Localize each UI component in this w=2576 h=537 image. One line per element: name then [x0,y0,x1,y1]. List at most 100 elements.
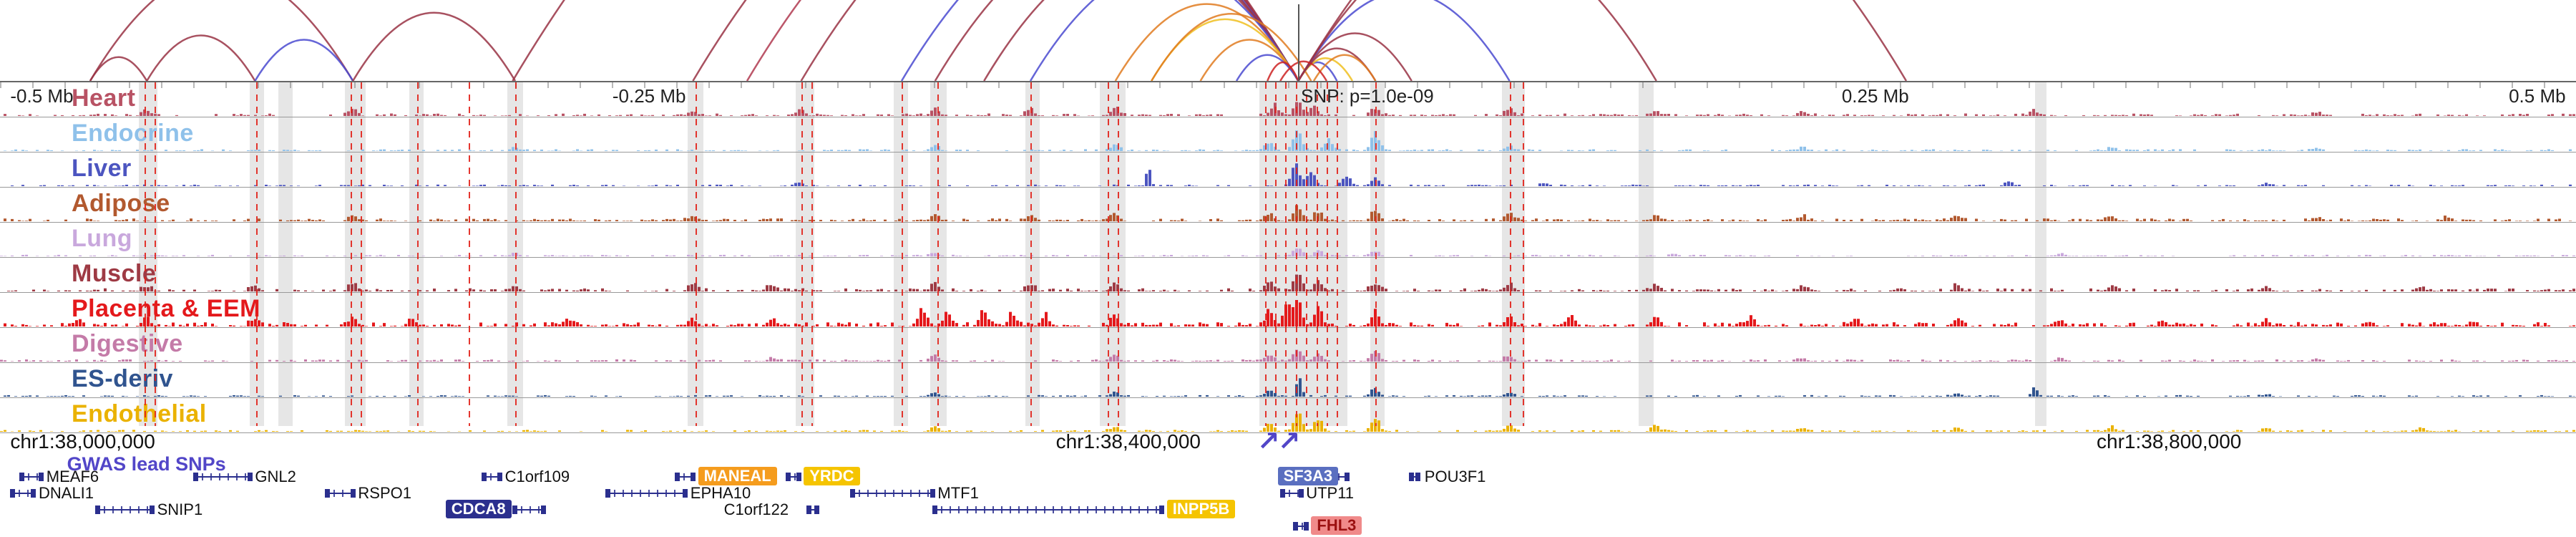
gene-meaf6[interactable]: MEAF6 [0,468,2576,485]
gene-strand-chevrons [193,473,253,480]
interaction-arc[interactable] [1297,0,1908,81]
interaction-arc[interactable] [89,0,354,81]
track-adipose[interactable]: Adipose [0,188,2576,223]
gene-exon [605,489,610,498]
gene-utp11[interactable]: UTP11 [0,484,2576,502]
gene-snip1[interactable]: SNIP1 [0,500,2576,518]
gene-strand-chevrons [95,506,155,513]
gene-exon [149,505,155,514]
interaction-arc[interactable] [1279,60,1328,81]
signal-liver[interactable] [0,153,2576,186]
interaction-arc[interactable] [1297,0,1511,81]
gene-sf3a3[interactable]: SF3A3 [0,467,2576,485]
coordinate-label-0: chr1:38,000,000 [10,430,155,453]
track-liver[interactable]: Liver [0,153,2576,188]
gene-body [1280,488,1304,498]
gene-exon [690,473,696,481]
gene-body [512,505,547,515]
track-es-deriv[interactable]: ES-deriv [0,363,2576,398]
track-label-muscle: Muscle [72,260,157,287]
signal-digestive[interactable] [0,329,2576,362]
coordinate-ruler[interactable] [0,81,2576,82]
gene-exon [1415,473,1421,481]
gene-label-maneal: MANEAL [698,467,777,485]
ruler-labels: -0.5 Mb -0.25 Mb SNP: p=1.0e-09 0.25 Mb 0.5 … [0,85,2576,108]
ruler-label-1: -0.25 Mb [612,85,686,107]
gene-exon [814,505,819,514]
coordinate-label-1: chr1:38,400,000 [1055,430,1201,453]
interaction-arc[interactable] [983,0,1299,81]
gene-inpp5b[interactable]: INPP5B [0,500,2576,518]
gene-rspo1[interactable]: RSPO1 [0,484,2576,502]
gene-strand-chevrons [932,506,1165,513]
gene-label-yrdc: YRDC [804,467,860,485]
interaction-arc[interactable] [352,11,517,81]
track-placenta-eem[interactable]: Placenta & EEM [0,293,2576,328]
signal-lung[interactable] [0,223,2576,256]
track-lung[interactable]: Lung [0,223,2576,258]
gene-dnali1[interactable]: DNALI1 [0,484,2576,502]
interaction-arc[interactable] [146,34,256,81]
gene-c1orf122[interactable]: C1orf122 [0,500,2576,518]
gene-exon [497,473,502,481]
gene-pou3f1[interactable]: POU3F1 [0,468,2576,485]
gene-fhl3[interactable]: FHL3 [0,516,2576,535]
signal-placenta-eem[interactable] [0,294,2576,326]
gene-c1orf109[interactable]: C1orf109 [0,468,2576,485]
track-endothelial[interactable]: Endothelial [0,398,2576,433]
gene-epha10[interactable]: EPHA10 [0,484,2576,502]
signal-muscle[interactable] [0,258,2576,291]
gene-body [1409,472,1421,482]
gene-exon [1298,489,1304,498]
gene-exon [324,489,330,498]
gene-exon [1345,473,1350,481]
interaction-arc[interactable] [746,0,1299,81]
interaction-arc[interactable] [1297,0,1657,81]
track-label-heart: Heart [72,84,136,112]
ruler-ticks [0,82,2576,88]
gene-exon [350,489,356,498]
gene-mtf1[interactable]: MTF1 [0,484,2576,502]
interaction-arc[interactable] [254,39,354,81]
signal-endocrine[interactable] [0,118,2576,151]
gwas-lead-snps-label: GWAS lead SNPs [67,453,226,475]
interaction-arc[interactable] [1235,54,1299,81]
gwas-arrow-icon: ↗ [1277,427,1301,457]
signal-adipose[interactable] [0,188,2576,221]
interaction-arcs-canvas[interactable] [0,0,2576,81]
gene-strand-chevrons [850,490,935,497]
gene-body [10,488,36,498]
gene-strand-chevrons [675,473,696,480]
track-digestive[interactable]: Digestive [0,328,2576,363]
gene-body [786,472,801,482]
gene-label-c1orf109: C1orf109 [504,468,570,485]
gene-exon [31,489,36,498]
track-label-endothelial: Endothelial [72,400,207,427]
interaction-arc[interactable] [1151,13,1312,81]
gene-exon [541,505,547,514]
gene-exon [806,505,811,514]
gene-exon [1293,522,1299,531]
track-endocrine[interactable]: Endocrine [0,117,2576,153]
interaction-arc[interactable] [1267,61,1299,81]
signal-endothelial[interactable] [0,399,2576,432]
gene-yrdc[interactable]: YRDC [0,467,2576,485]
interaction-arc[interactable] [800,0,1299,81]
track-muscle[interactable]: Muscle [0,258,2576,293]
gene-exon [39,473,44,481]
gene-exon [786,473,791,481]
gene-strand-chevrons [605,490,688,497]
interaction-arc[interactable] [1029,0,1299,81]
interaction-arc[interactable] [89,56,148,81]
gene-label-snip1: SNIP1 [157,500,203,518]
gene-exon [850,489,855,498]
signal-es-deriv[interactable] [0,364,2576,397]
gene-exon [1159,505,1165,514]
gene-label-utp11: UTP11 [1306,484,1355,502]
interaction-arc[interactable] [934,0,1299,81]
gene-maneal[interactable]: MANEAL [0,467,2576,485]
gene-gnl2[interactable]: GNL2 [0,468,2576,485]
gene-label-inpp5b: INPP5B [1166,500,1236,518]
gene-cdca8[interactable]: CDCA8 [0,500,2576,518]
track-heart[interactable]: Heart [0,82,2576,117]
